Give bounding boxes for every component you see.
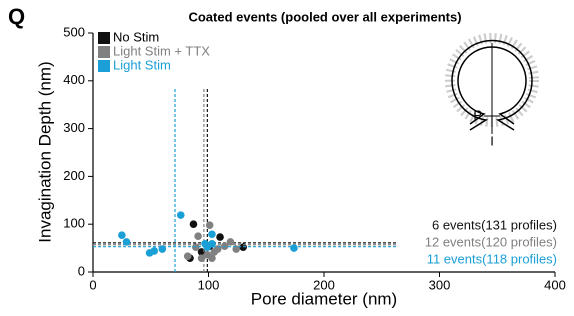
chart: Q Coated events (pooled over all experim… [0,0,574,316]
data-point [123,238,131,246]
data-point [194,232,202,240]
chart-title: Coated events (pooled over all experimen… [188,9,461,24]
x-tick-label: 100 [198,277,220,292]
y-tick-label: 0 [78,263,85,278]
inset-label: I [490,133,494,148]
legend-swatch [98,60,110,72]
data-point [290,244,298,252]
inset-label: P [473,107,482,122]
y-tick-label: 400 [63,72,85,87]
panel-label: Q [8,4,25,29]
inset-diagram [450,38,534,134]
legend-label: No Stim [113,29,159,44]
data-point [208,230,216,238]
legend-swatch [98,46,110,58]
data-point [184,252,192,260]
y-tick-label: 300 [63,120,85,135]
data-point [190,220,198,228]
data-point [206,221,214,229]
legend-label: Light Stim + TTX [113,43,210,58]
data-point [177,211,185,219]
legend-swatch [98,32,110,44]
data-point [159,245,167,253]
data-point [150,247,158,255]
y-tick-label: 500 [63,24,85,39]
data-point [210,248,218,256]
series-annotation: 11 events(118 profiles) [427,251,557,266]
data-point [216,233,224,241]
data-point [201,240,209,248]
series-annotation: 6 events(131 profiles) [432,217,557,232]
y-axis-label: Invagination Depth (nm) [35,61,54,242]
series-annotation: 12 events(120 profiles) [425,234,557,249]
x-tick-label: 400 [544,277,566,292]
y-tick-label: 100 [63,216,85,231]
x-tick-label: 300 [429,277,451,292]
legend-label: Light Stim [113,57,171,72]
data-point [118,231,126,239]
x-tick-label: 200 [313,277,335,292]
x-tick-label: 0 [89,277,96,292]
y-tick-label: 200 [63,168,85,183]
data-point [208,240,216,248]
